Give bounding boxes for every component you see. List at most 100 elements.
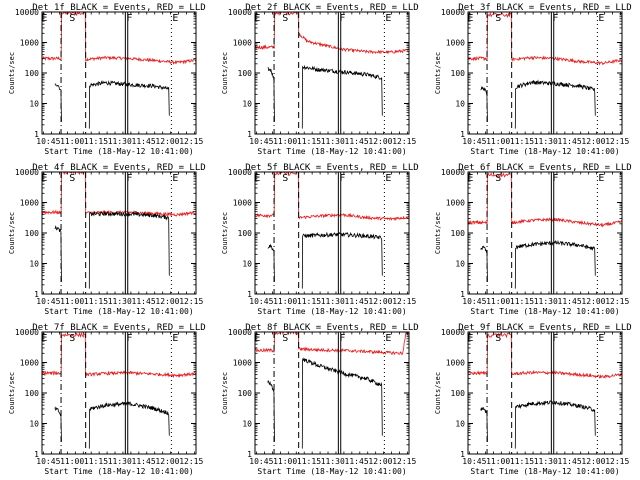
y-tick-label: 10000 <box>441 8 465 17</box>
series-events-black <box>514 239 596 289</box>
plot-frame <box>254 11 410 135</box>
plot-frame <box>467 171 623 295</box>
series-events-black-pre <box>54 406 62 442</box>
panel-title: Det 9f BLACK = Events, RED = LLD <box>458 323 631 333</box>
x-tick-label: 12:00 <box>155 457 179 466</box>
series-lld-red <box>468 172 622 228</box>
x-tick-label: 11:15 <box>84 297 108 306</box>
x-tick-label: 12:15 <box>605 297 629 306</box>
y-tick-label: 100 <box>25 229 40 238</box>
panel-title: Det 1f BLACK = Events, RED = LLD <box>32 3 205 13</box>
plot-frame <box>254 171 410 295</box>
y-axis-label: Counts/sec <box>221 52 229 94</box>
y-tick-label: 10 <box>242 420 252 429</box>
x-tick-label: 12:00 <box>155 297 179 306</box>
x-tick-label: 12:15 <box>392 137 416 146</box>
plot-area <box>255 172 409 289</box>
x-tick-label: 12:00 <box>368 457 392 466</box>
y-tick-label: 1000 <box>233 199 252 208</box>
x-axis-label: Start Time (18-May-12 10:41:00) <box>470 147 619 156</box>
series-events-black-pre <box>480 406 488 442</box>
y-tick-label: 100 <box>451 229 466 238</box>
x-tick-label: 11:00 <box>273 137 297 146</box>
plot-area <box>468 12 622 129</box>
x-tick-label: 12:00 <box>368 137 392 146</box>
y-axis-label: Counts/sec <box>8 212 16 254</box>
y-tick-label: 1000 <box>20 359 39 368</box>
marker-label: F <box>126 333 132 344</box>
x-tick-label: 12:15 <box>179 297 203 306</box>
x-tick-label: 11:00 <box>486 457 510 466</box>
x-tick-label: 11:45 <box>345 297 369 306</box>
marker-label: S <box>69 173 75 184</box>
marker-label: F <box>552 13 558 24</box>
plot-frame <box>41 331 197 455</box>
y-tick-label: 100 <box>25 389 40 398</box>
y-tick-label: 1 <box>460 130 465 139</box>
y-tick-label: 1000 <box>20 39 39 48</box>
x-axis-label: Start Time (18-May-12 10:41:00) <box>470 307 619 316</box>
x-tick-label: 12:15 <box>605 457 629 466</box>
y-tick-label: 10 <box>455 420 465 429</box>
series-events-black <box>514 79 596 129</box>
x-tick-label: 11:30 <box>108 297 132 306</box>
x-tick-label: 11:45 <box>558 457 582 466</box>
marker-label: E <box>172 333 178 344</box>
plot-frame <box>41 11 197 135</box>
x-tick-label: 10:45 <box>249 457 273 466</box>
x-tick-label: 11:00 <box>60 297 84 306</box>
y-tick-label: 10000 <box>441 168 465 177</box>
marker-label: E <box>598 333 604 344</box>
x-tick-label: 12:00 <box>581 297 605 306</box>
x-tick-label: 11:45 <box>558 297 582 306</box>
series-lld-red <box>468 12 622 66</box>
panel-title: Det 8f BLACK = Events, RED = LLD <box>245 323 418 333</box>
x-axis-label: Start Time (18-May-12 10:41:00) <box>257 307 406 316</box>
y-axis-label: Counts/sec <box>8 52 16 94</box>
panel-title: Det 3f BLACK = Events, RED = LLD <box>458 3 631 13</box>
x-tick-label: 10:45 <box>462 297 486 306</box>
y-tick-label: 1000 <box>446 39 465 48</box>
y-tick-label: 100 <box>451 389 466 398</box>
series-events-black-pre <box>480 86 488 122</box>
y-tick-label: 1 <box>460 290 465 299</box>
x-axis-label: Start Time (18-May-12 10:41:00) <box>257 467 406 476</box>
x-tick-label: 11:30 <box>321 457 345 466</box>
series-events-black-pre <box>54 225 62 282</box>
x-tick-label: 11:45 <box>132 137 156 146</box>
series-events-black-pre <box>267 380 275 442</box>
x-tick-label: 10:45 <box>249 137 273 146</box>
marker-label: S <box>282 13 288 24</box>
panel-title: Det 4f BLACK = Events, RED = LLD <box>32 163 205 173</box>
marker-label: E <box>385 13 391 24</box>
marker-label: E <box>172 13 178 24</box>
plot-area <box>42 332 196 449</box>
x-tick-label: 10:45 <box>249 297 273 306</box>
x-tick-label: 11:30 <box>108 137 132 146</box>
x-tick-label: 10:45 <box>36 457 60 466</box>
marker-label: E <box>385 173 391 184</box>
series-events-black <box>301 357 383 449</box>
y-axis-label: Counts/sec <box>221 372 229 414</box>
y-tick-label: 1000 <box>446 199 465 208</box>
y-tick-label: 1 <box>247 290 252 299</box>
x-tick-label: 12:15 <box>179 137 203 146</box>
marker-label: S <box>495 13 501 24</box>
plot-area <box>255 12 409 129</box>
x-tick-label: 11:15 <box>510 297 534 306</box>
y-axis-label: Counts/sec <box>434 52 442 94</box>
x-tick-label: 10:45 <box>462 457 486 466</box>
marker-label: E <box>598 13 604 24</box>
x-axis-label: Start Time (18-May-12 10:41:00) <box>470 467 619 476</box>
y-tick-label: 1000 <box>233 359 252 368</box>
x-tick-label: 12:00 <box>581 457 605 466</box>
plot-area <box>255 332 409 449</box>
y-tick-label: 100 <box>451 69 466 78</box>
plot-area <box>42 172 196 289</box>
y-tick-label: 10000 <box>15 168 39 177</box>
